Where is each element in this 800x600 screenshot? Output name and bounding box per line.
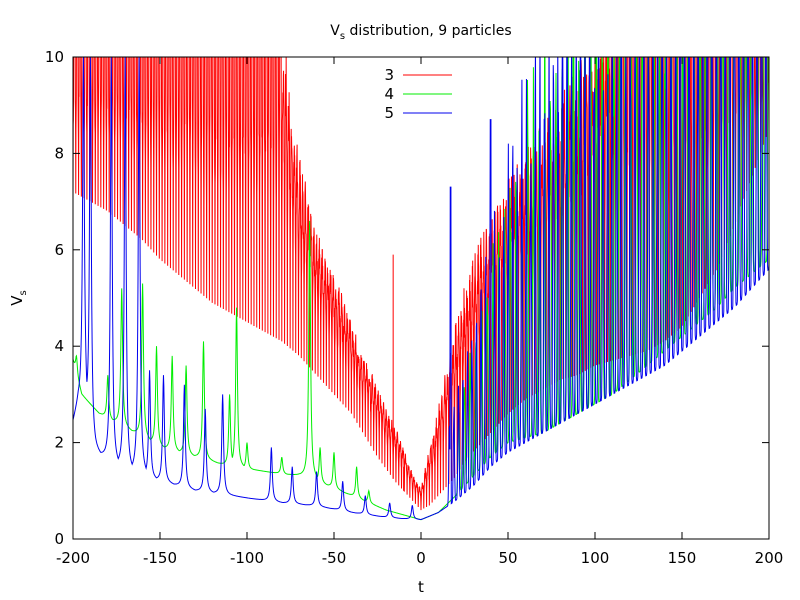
legend-label-3: 3 [384,66,394,84]
x-tick-label: 0 [416,549,426,567]
y-tick-label: 4 [54,337,64,355]
series-5-line [73,57,769,521]
y-axis-label: Vs [8,290,29,305]
x-tick-label: 150 [668,549,697,567]
series-layer [73,57,769,521]
series-4-line [73,57,769,521]
y-tick-label: 0 [54,530,64,548]
series-3-line [73,57,769,511]
chart-title: Vs distribution, 9 particles [330,23,511,42]
x-tick-label: 100 [581,549,610,567]
y-tick-label: 2 [54,434,64,452]
x-tick-label: 50 [498,549,517,567]
legend-label-5: 5 [384,104,394,122]
x-tick-label: -100 [230,549,264,567]
x-tick-label: -150 [143,549,177,567]
y-tick-label: 6 [54,241,64,259]
x-tick-label: -200 [56,549,90,567]
y-axis: 0 2 4 6 8 10 [45,48,769,548]
legend: 345 [384,66,452,122]
x-tick-label: 200 [755,549,784,567]
legend-label-4: 4 [384,85,394,103]
y-tick-label: 10 [45,48,64,66]
y-tick-label: 8 [54,144,64,162]
x-axis: -200 -150 -100 -50 0 50 100 150 200 [56,57,783,567]
x-axis-label: t [418,578,424,596]
x-tick-label: -50 [322,549,347,567]
